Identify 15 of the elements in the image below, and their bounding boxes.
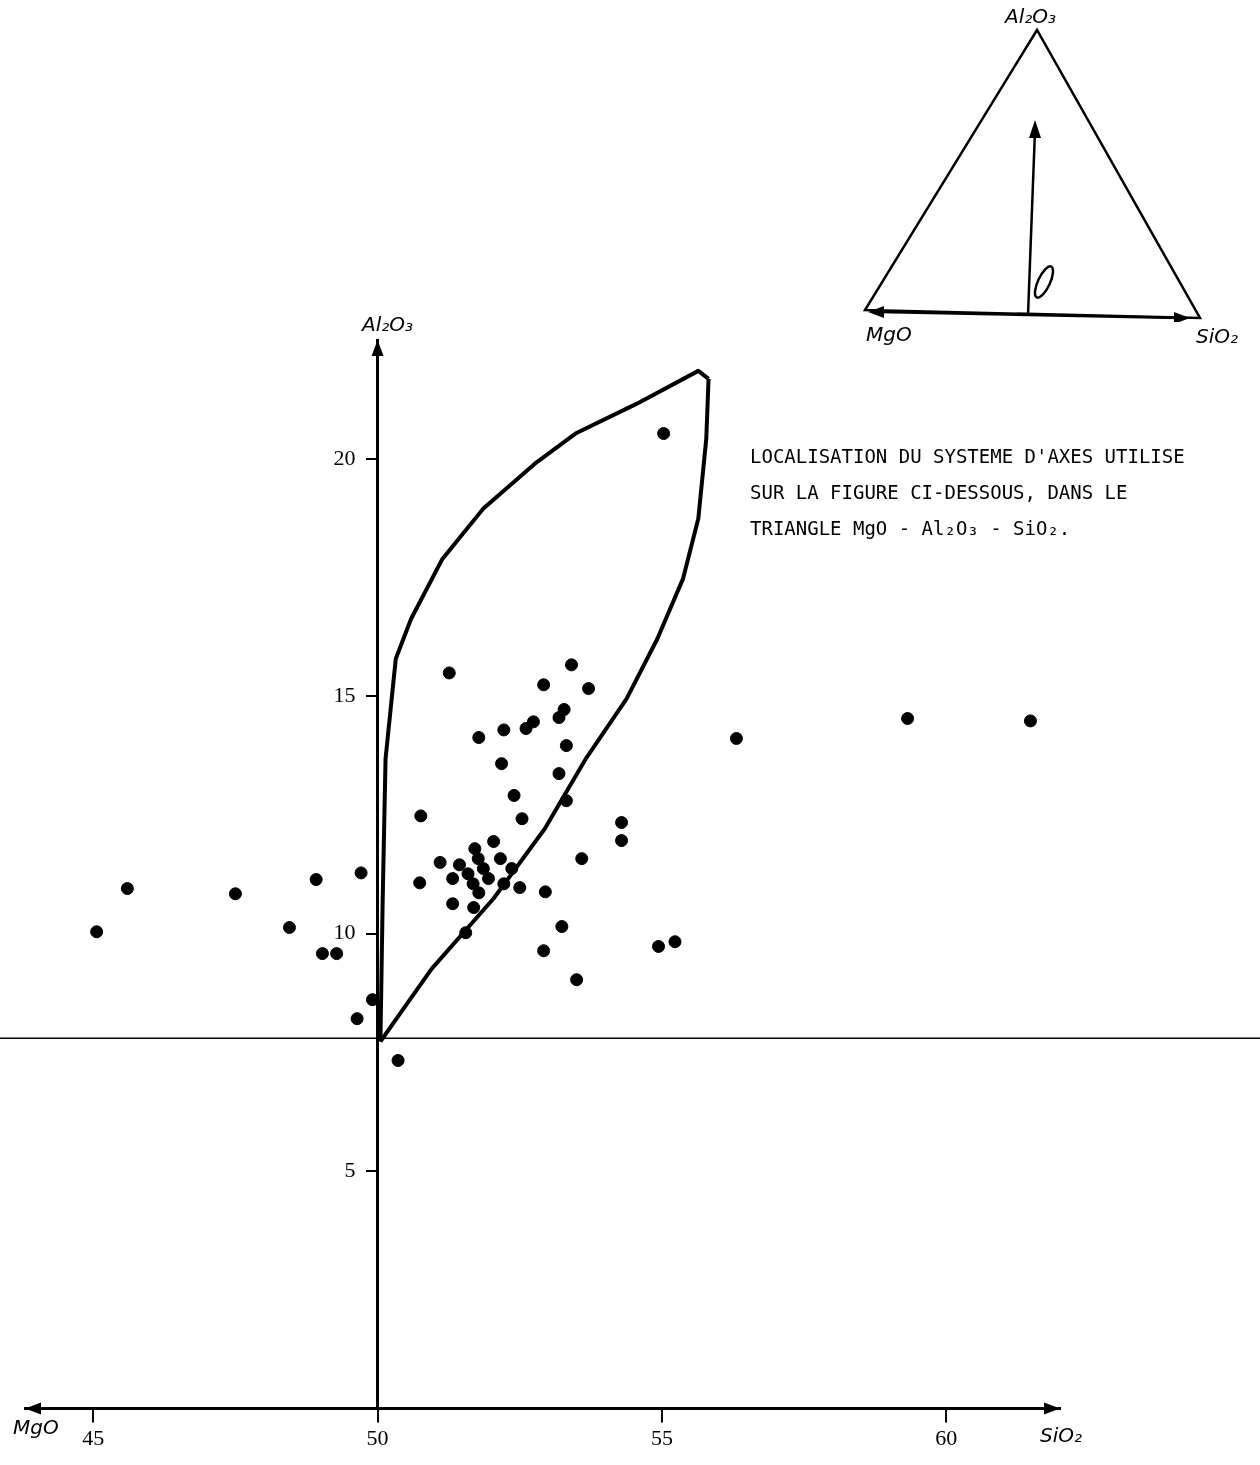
text: Al₂O₃ (1005, 4, 1057, 28)
annotation: LOCALISATION DU SYSTEME D'AXES UTILISE SUR LA FIGURE CI-DESSOUS, DANS LE TRIANGLE MgO - Al₂O₃ - SiO₂. (750, 444, 1186, 541)
y-tick-label: 5 (344, 1156, 378, 1182)
x-tick-label: 55 (650, 1424, 673, 1450)
x-tick-label: 50 (366, 1424, 389, 1450)
x-tick-label: 45 (82, 1424, 105, 1450)
text: MgO (13, 1414, 59, 1439)
annotation: MgO (866, 322, 912, 346)
y-tick-label: 10 (333, 919, 378, 945)
y-tick-label: 20 (333, 444, 378, 470)
x-tick-label: 60 (935, 1424, 958, 1450)
x-axis-title: SiO₂ (1040, 1422, 1083, 1447)
y-tick-label: 15 (333, 681, 378, 707)
text: SiO₂ (1196, 324, 1239, 348)
y-axis-title: Al₂O₃ (360, 312, 414, 337)
